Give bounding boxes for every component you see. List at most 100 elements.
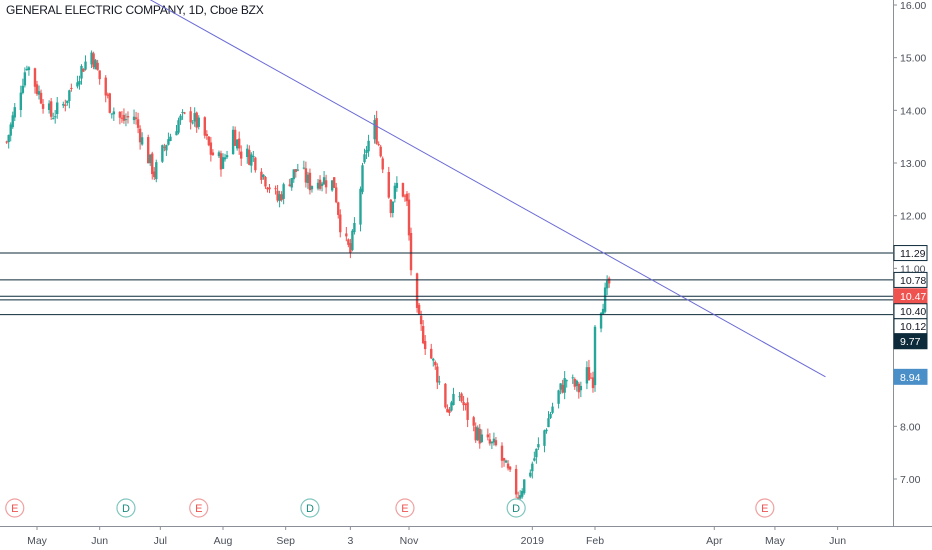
candle-body — [112, 111, 116, 115]
candle — [492, 432, 496, 446]
candle — [575, 379, 579, 392]
earnings-marker[interactable]: E — [189, 498, 209, 518]
candle-body — [193, 113, 196, 122]
candle — [140, 132, 144, 146]
candle-body — [49, 101, 53, 117]
candle-body — [294, 169, 297, 172]
candle-body — [607, 278, 611, 284]
candle-body — [448, 409, 451, 413]
candle — [337, 201, 340, 219]
candle — [573, 377, 576, 390]
candle-body — [41, 104, 45, 109]
candle — [565, 379, 568, 388]
candle — [132, 109, 136, 125]
candle — [308, 168, 312, 195]
candle-body — [191, 122, 194, 124]
candle-body — [290, 178, 293, 188]
price-label-box — [893, 245, 928, 262]
candle — [205, 130, 209, 140]
candle — [559, 383, 562, 395]
candle — [64, 99, 67, 112]
candle-body — [183, 112, 186, 114]
event-marker-label: E — [401, 503, 408, 515]
candle-body — [577, 383, 581, 393]
dividend-marker[interactable]: D — [300, 498, 320, 518]
price-label: 10.12 — [893, 318, 928, 335]
dividend-marker[interactable]: D — [116, 498, 136, 518]
candle — [302, 160, 306, 170]
x-tick-label: Sep — [276, 535, 295, 547]
candle-body — [488, 439, 492, 444]
candle-body — [33, 68, 37, 87]
candle — [531, 461, 534, 479]
candle-body — [153, 171, 156, 178]
candle — [239, 145, 243, 166]
candle-body — [506, 463, 510, 469]
candle-body — [318, 179, 322, 189]
candle — [5, 140, 8, 144]
candle — [330, 180, 334, 192]
candle — [53, 109, 57, 124]
earnings-marker[interactable]: E — [395, 498, 415, 518]
candle — [529, 469, 532, 478]
candle — [276, 184, 279, 203]
candle — [537, 437, 540, 450]
candle-body — [278, 194, 281, 201]
event-marker-label: E — [761, 503, 768, 515]
candle — [347, 238, 350, 248]
candle — [506, 460, 510, 471]
candle — [124, 113, 128, 127]
candle-body — [529, 472, 532, 477]
candle-body — [120, 117, 124, 119]
candle-body — [417, 304, 421, 315]
x-tick-label: May — [27, 535, 48, 547]
horizontal-levels-layer — [0, 252, 893, 316]
earnings-marker[interactable]: E — [5, 498, 25, 518]
candle-body — [335, 187, 338, 203]
candle-body — [377, 144, 380, 146]
candle-body — [516, 497, 520, 499]
candle-body — [405, 193, 409, 202]
candle-body — [415, 273, 419, 308]
candle — [436, 363, 439, 390]
candle-body — [306, 174, 310, 184]
candle — [320, 181, 324, 192]
candle-body — [494, 440, 498, 446]
candle-body — [80, 65, 83, 79]
candle-body — [462, 401, 465, 406]
candle — [306, 171, 310, 189]
candle — [452, 387, 455, 406]
dividend-marker[interactable]: D — [506, 498, 526, 518]
candle-body — [179, 115, 182, 121]
candle-body — [436, 366, 439, 383]
candle-body — [248, 149, 251, 165]
earnings-marker[interactable]: E — [755, 498, 775, 518]
price-label-text: 11.29 — [900, 248, 926, 260]
candle — [217, 150, 221, 158]
candle-body — [446, 408, 449, 413]
candle — [235, 139, 239, 151]
candle-body — [217, 152, 221, 157]
candle-body — [361, 165, 364, 192]
candle-body — [395, 182, 399, 188]
candle — [304, 161, 308, 188]
candle — [472, 415, 475, 432]
candle-body — [209, 142, 213, 155]
candle — [458, 391, 461, 402]
candle — [264, 175, 267, 189]
candle-body — [571, 377, 574, 379]
candle-body — [474, 426, 477, 441]
candle — [593, 325, 597, 392]
candle — [339, 209, 342, 238]
candle — [407, 192, 411, 241]
candle-body — [268, 187, 271, 190]
candle-body — [407, 199, 411, 236]
price-label-text: 8.94 — [900, 372, 921, 384]
candle-body — [264, 177, 267, 187]
candle — [262, 174, 265, 180]
candle-body — [138, 128, 142, 143]
candle — [502, 457, 506, 467]
candle-body — [25, 69, 29, 71]
candle — [395, 176, 399, 192]
